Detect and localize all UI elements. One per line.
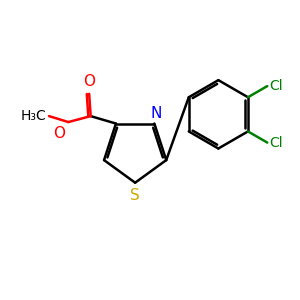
- Text: Cl: Cl: [270, 79, 283, 93]
- Text: H₃C: H₃C: [20, 109, 46, 123]
- Text: O: O: [83, 74, 95, 89]
- Text: O: O: [53, 126, 65, 141]
- Text: Cl: Cl: [270, 136, 283, 150]
- Text: N: N: [150, 106, 161, 121]
- Text: S: S: [130, 188, 140, 203]
